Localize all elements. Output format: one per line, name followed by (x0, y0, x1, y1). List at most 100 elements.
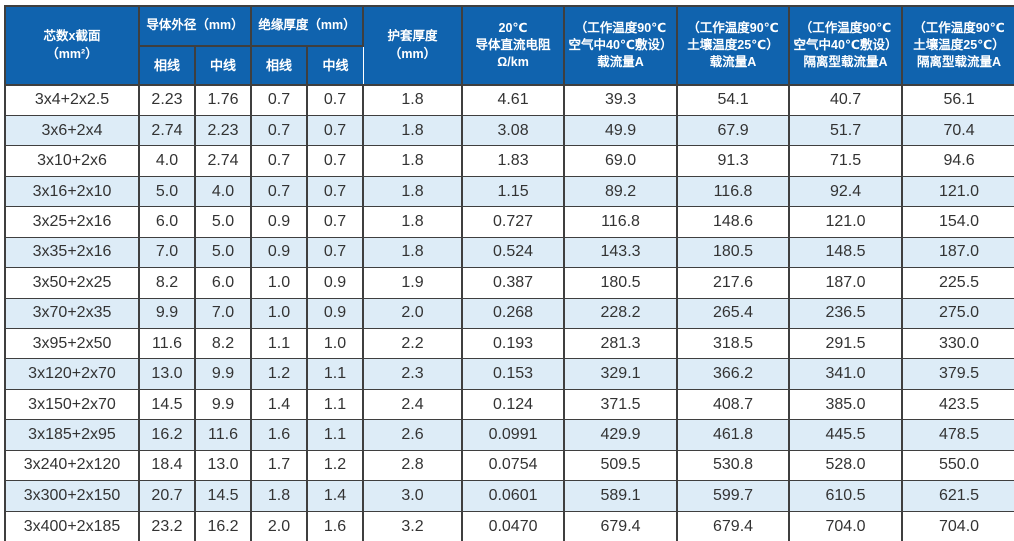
value-cell: 71.5 (788, 145, 904, 177)
value-cell: 0.7 (306, 145, 365, 177)
value-cell: 1.1 (306, 388, 365, 421)
value-cell: 1.6 (306, 510, 365, 541)
value-cell: 528.0 (788, 449, 904, 482)
value-cell: 13.0 (193, 449, 253, 482)
value-cell: 49.9 (563, 114, 679, 147)
value-cell: 429.9 (563, 419, 679, 451)
header-line: （工作温度90℃ (799, 20, 892, 35)
header-line: 导体直流电阻 (475, 37, 551, 52)
value-cell: 187.0 (788, 267, 904, 299)
value-cell: 461.8 (676, 419, 791, 451)
header-line: 护套厚度 (387, 29, 438, 44)
value-cell: 0.727 (461, 206, 566, 238)
value-cell: 2.0 (362, 297, 464, 330)
header-ampacity-air: （工作温度90℃ 空气中40℃敷设） 载流量A (563, 5, 679, 86)
value-cell: 9.9 (138, 297, 196, 330)
value-cell: 0.7 (306, 114, 365, 147)
value-cell: 0.7 (306, 175, 365, 208)
value-cell: 6.0 (138, 206, 196, 238)
header-neutral-wire: 中线 (306, 45, 364, 86)
value-cell: 2.8 (362, 449, 464, 482)
value-cell: 291.5 (788, 327, 904, 360)
spec-cell: 3x300+2x150 (4, 480, 140, 512)
value-cell: 0.124 (461, 388, 566, 421)
value-cell: 0.9 (306, 267, 365, 299)
value-cell: 704.0 (788, 510, 904, 541)
header-line: 隔离型载流量A (803, 55, 888, 70)
spec-cell: 3x16+2x10 (4, 175, 140, 208)
spec-cell: 3x50+2x25 (4, 267, 140, 299)
value-cell: 154.0 (901, 206, 1014, 238)
value-cell: 0.7 (250, 145, 309, 177)
value-cell: 23.2 (138, 510, 196, 541)
value-cell: 39.3 (563, 84, 679, 116)
header-line: 空气中40℃敷设） (793, 37, 898, 52)
header-line: 载流量A (597, 55, 644, 70)
header-sheath-thickness: 护套厚度 （mm） (362, 5, 464, 86)
header-line: 芯数x截面 (43, 29, 101, 44)
spec-cell: 3x25+2x16 (4, 206, 140, 238)
value-cell: 610.5 (788, 480, 904, 512)
header-cores-section: 芯数x截面 （mm²） (4, 5, 140, 86)
value-cell: 51.7 (788, 114, 904, 147)
value-cell: 3.0 (362, 480, 464, 512)
header-line: （工作温度90℃ (913, 20, 1005, 35)
value-cell: 550.0 (901, 449, 1014, 482)
value-cell: 8.2 (138, 267, 196, 299)
value-cell: 0.7 (250, 114, 309, 147)
value-cell: 4.0 (193, 175, 253, 208)
value-cell: 408.7 (676, 388, 791, 421)
value-cell: 530.8 (676, 449, 791, 482)
value-cell: 329.1 (563, 358, 679, 390)
value-cell: 281.3 (563, 327, 679, 360)
value-cell: 67.9 (676, 114, 791, 147)
cable-spec-table: 芯数x截面 （mm²） 导体外径（mm） 绝缘厚度（mm） 护套厚度 （mm） … (4, 5, 1014, 541)
value-cell: 148.5 (788, 236, 904, 269)
value-cell: 589.1 (563, 480, 679, 512)
value-cell: 143.3 (563, 236, 679, 269)
table-row: 3x10+2x6 4.0 2.74 0.7 0.7 1.8 1.83 69.0 91.3 71.5… (4, 145, 1014, 177)
value-cell: 8.2 (193, 327, 253, 360)
value-cell: 1.1 (306, 419, 365, 451)
value-cell: 1.1 (306, 358, 365, 390)
header-line: 土壤温度25℃） (687, 37, 779, 52)
spec-cell: 3x6+2x4 (4, 114, 140, 147)
value-cell: 0.0754 (461, 449, 566, 482)
value-cell: 2.6 (362, 419, 464, 451)
value-cell: 121.0 (788, 206, 904, 238)
table-header: 芯数x截面 （mm²） 导体外径（mm） 绝缘厚度（mm） 护套厚度 （mm） … (4, 5, 1014, 86)
value-cell: 9.9 (193, 358, 253, 390)
header-line: （工作温度90℃ (687, 20, 779, 35)
value-cell: 0.7 (306, 236, 365, 269)
table-row: 3x400+2x185 23.2 16.2 2.0 1.6 3.2 0.0470 679.4 6… (4, 510, 1014, 541)
value-cell: 2.3 (362, 358, 464, 390)
value-cell: 0.387 (461, 267, 566, 299)
value-cell: 4.0 (138, 145, 196, 177)
value-cell: 385.0 (788, 388, 904, 421)
value-cell: 330.0 (901, 327, 1014, 360)
header-line: （mm²） (46, 46, 98, 61)
value-cell: 1.8 (362, 84, 464, 116)
table-row: 3x25+2x16 6.0 5.0 0.9 0.7 1.8 0.727 116.8 148.6 1… (4, 206, 1014, 238)
value-cell: 5.0 (138, 175, 196, 208)
spec-cell: 3x120+2x70 (4, 358, 140, 390)
value-cell: 2.23 (193, 114, 253, 147)
value-cell: 1.0 (306, 327, 365, 360)
value-cell: 0.0470 (461, 510, 566, 541)
header-ampacity-soil: （工作温度90℃ 土壤温度25℃） 载流量A (676, 5, 791, 86)
spec-cell: 3x70+2x35 (4, 297, 140, 330)
table-row: 3x16+2x10 5.0 4.0 0.7 0.7 1.8 1.15 89.2 116.8 92.… (4, 175, 1014, 208)
value-cell: 9.9 (193, 388, 253, 421)
value-cell: 0.0601 (461, 480, 566, 512)
value-cell: 366.2 (676, 358, 791, 390)
value-cell: 1.8 (362, 206, 464, 238)
value-cell: 11.6 (193, 419, 253, 451)
table-row: 3x50+2x25 8.2 6.0 1.0 0.9 1.9 0.387 180.5 217.6 1… (4, 267, 1014, 299)
value-cell: 92.4 (788, 175, 904, 208)
value-cell: 13.0 (138, 358, 196, 390)
value-cell: 1.7 (250, 449, 309, 482)
spec-cell: 3x400+2x185 (4, 510, 140, 541)
value-cell: 379.5 (901, 358, 1014, 390)
value-cell: 1.0 (250, 267, 309, 299)
value-cell: 91.3 (676, 145, 791, 177)
